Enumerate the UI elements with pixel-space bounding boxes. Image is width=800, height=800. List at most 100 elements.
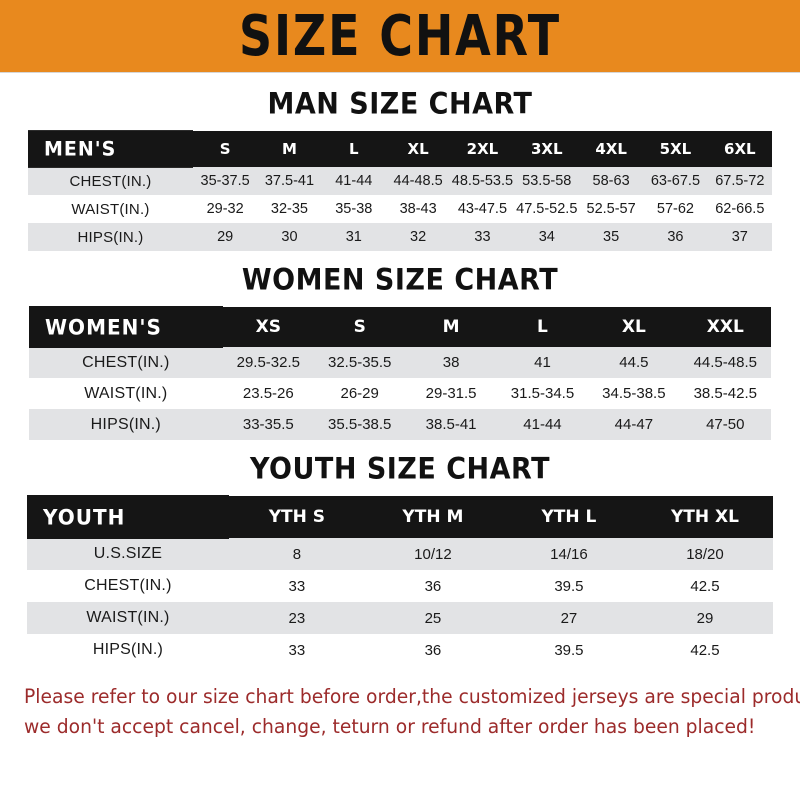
man-cell: 31: [321, 223, 386, 251]
youth-corner-label: YOUTH: [27, 494, 229, 540]
youth-cell: 33: [228, 634, 365, 666]
man-cell: 29-32: [192, 195, 258, 223]
youth-cell: 39.5: [500, 634, 637, 666]
youth-size-chart-section: YOUTH SIZE CHART YOUTH YTH S YTH M YTH L YTH…: [0, 452, 800, 666]
man-cell: 58-63: [578, 167, 644, 195]
man-table-row: CHEST(IN.) 35-37.5 37.5-41 41-44 44-48.5 48.5…: [28, 167, 772, 195]
youth-size-header-yth-l: YTH L: [500, 496, 637, 538]
man-cell: 33: [450, 223, 515, 251]
youth-table-head: YOUTH YTH S YTH M YTH L YTH XL: [27, 494, 773, 540]
man-cell: 43-47.5: [450, 195, 515, 223]
youth-row-label: WAIST(IN.): [27, 602, 229, 634]
man-cell: 30: [257, 223, 322, 251]
man-corner-label: MEN'S: [28, 130, 193, 168]
youth-cell: 42.5: [636, 570, 773, 602]
man-cell: 47.5-52.5: [514, 195, 579, 223]
youth-cell: 14/16: [500, 538, 637, 570]
man-size-header-5xl: 5XL: [643, 131, 708, 167]
women-cell: 23.5-26: [222, 378, 314, 409]
youth-table-row: WAIST(IN.) 23 25 27 29: [27, 602, 773, 634]
man-cell: 36: [643, 223, 708, 251]
women-table-head: WOMEN'S XS S M L XL XXL: [29, 306, 771, 348]
youth-cell: 27: [500, 602, 637, 634]
man-cell: 32-35: [257, 195, 322, 223]
youth-cell: 18/20: [636, 538, 773, 570]
women-table-row: HIPS(IN.) 33-35.5 35.5-38.5 38.5-41 41-44 44-…: [29, 409, 771, 440]
man-cell: 63-67.5: [643, 167, 708, 195]
youth-cell: 36: [364, 634, 501, 666]
youth-header-row: YOUTH YTH S YTH M YTH L YTH XL: [27, 494, 773, 540]
youth-cell: 8: [228, 538, 365, 570]
youth-row-label: U.S.SIZE: [27, 538, 229, 570]
women-size-header-l: L: [496, 307, 589, 347]
youth-size-header-yth-xl: YTH XL: [636, 496, 773, 538]
man-cell: 35: [578, 223, 644, 251]
women-size-header-xl: XL: [588, 307, 680, 347]
women-cell: 44-47: [588, 409, 680, 440]
youth-table-body: U.S.SIZE 8 10/12 14/16 18/20 CHEST(IN.) 33 36 39…: [27, 538, 773, 666]
women-size-table: WOMEN'S XS S M L XL XXL CHEST(IN.) 29.5-32.5 32.…: [29, 306, 771, 440]
man-cell: 32: [385, 223, 451, 251]
youth-cell: 33: [228, 570, 365, 602]
youth-size-header-yth-m: YTH M: [364, 496, 501, 538]
man-table-row: WAIST(IN.) 29-32 32-35 35-38 38-43 43-47.5 47.…: [28, 195, 772, 223]
man-cell: 57-62: [643, 195, 708, 223]
man-size-header-6xl: 6XL: [707, 131, 772, 167]
man-section-title: MAN SIZE CHART: [267, 87, 533, 122]
women-cell: 29.5-32.5: [222, 347, 314, 378]
women-size-header-xxl: XXL: [679, 307, 771, 347]
man-size-header-3xl: 3XL: [514, 131, 579, 167]
man-cell: 62-66.5: [707, 195, 772, 223]
man-cell: 34: [514, 223, 579, 251]
man-cell: 38-43: [385, 195, 451, 223]
women-cell: 44.5: [588, 347, 680, 378]
man-cell: 52.5-57: [578, 195, 644, 223]
man-size-header-m: M: [257, 131, 322, 167]
man-header-row: MEN'S S M L XL 2XL 3XL 4XL 5XL 6XL: [28, 130, 772, 168]
youth-cell: 39.5: [500, 570, 637, 602]
youth-cell: 42.5: [636, 634, 773, 666]
man-size-header-4xl: 4XL: [578, 131, 644, 167]
youth-cell: 36: [364, 570, 501, 602]
man-cell: 37: [707, 223, 772, 251]
man-cell: 48.5-53.5: [450, 167, 515, 195]
man-row-label: HIPS(IN.): [28, 223, 193, 251]
man-size-header-2xl: 2XL: [450, 131, 515, 167]
man-size-table: MEN'S S M L XL 2XL 3XL 4XL 5XL 6XL CHEST(IN.) 35-3…: [28, 130, 772, 251]
women-cell: 29-31.5: [405, 378, 497, 409]
women-size-header-s: S: [314, 307, 406, 347]
youth-table-row: U.S.SIZE 8 10/12 14/16 18/20: [27, 538, 773, 570]
man-cell: 67.5-72: [707, 167, 772, 195]
man-size-header-s: S: [192, 131, 258, 167]
women-cell: 32.5-35.5: [314, 347, 406, 378]
women-cell: 33-35.5: [222, 409, 314, 440]
women-corner-label: WOMEN'S: [29, 306, 223, 348]
youth-row-label: HIPS(IN.): [27, 634, 229, 666]
youth-cell: 25: [364, 602, 501, 634]
women-section-title: WOMEN SIZE CHART: [241, 263, 559, 298]
women-cell: 26-29: [314, 378, 406, 409]
youth-cell: 23: [228, 602, 365, 634]
women-cell: 35.5-38.5: [314, 409, 406, 440]
man-cell: 35-38: [321, 195, 386, 223]
women-size-header-xs: XS: [222, 307, 314, 347]
women-table-body: CHEST(IN.) 29.5-32.5 32.5-35.5 38 41 44.5 44.5…: [29, 347, 771, 440]
women-table-row: CHEST(IN.) 29.5-32.5 32.5-35.5 38 41 44.5 44.5…: [29, 347, 771, 378]
man-cell: 44-48.5: [385, 167, 451, 195]
banner-title: SIZE CHART: [238, 3, 562, 69]
women-size-chart-section: WOMEN SIZE CHART WOMEN'S XS S M L XL XXL CHEST…: [0, 263, 800, 440]
man-cell: 41-44: [321, 167, 386, 195]
women-cell: 41-44: [496, 409, 589, 440]
man-size-chart-section: MAN SIZE CHART MEN'S S M L XL 2XL 3XL 4XL 5XL 6XL…: [0, 87, 800, 251]
man-table-row: HIPS(IN.) 29 30 31 32 33 34 35 36 37: [28, 223, 772, 251]
size-chart-banner: SIZE CHART: [0, 0, 800, 73]
youth-section-title: YOUTH SIZE CHART: [249, 452, 551, 487]
man-cell: 53.5-58: [514, 167, 579, 195]
youth-table-row: CHEST(IN.) 33 36 39.5 42.5: [27, 570, 773, 602]
women-cell: 34.5-38.5: [588, 378, 680, 409]
man-size-header-xl: XL: [385, 131, 451, 167]
man-cell: 35-37.5: [192, 167, 258, 195]
man-table-head: MEN'S S M L XL 2XL 3XL 4XL 5XL 6XL: [28, 130, 772, 168]
women-cell: 38.5-41: [405, 409, 497, 440]
youth-size-table: YOUTH YTH S YTH M YTH L YTH XL U.S.SIZE 8 10/1…: [27, 494, 773, 666]
